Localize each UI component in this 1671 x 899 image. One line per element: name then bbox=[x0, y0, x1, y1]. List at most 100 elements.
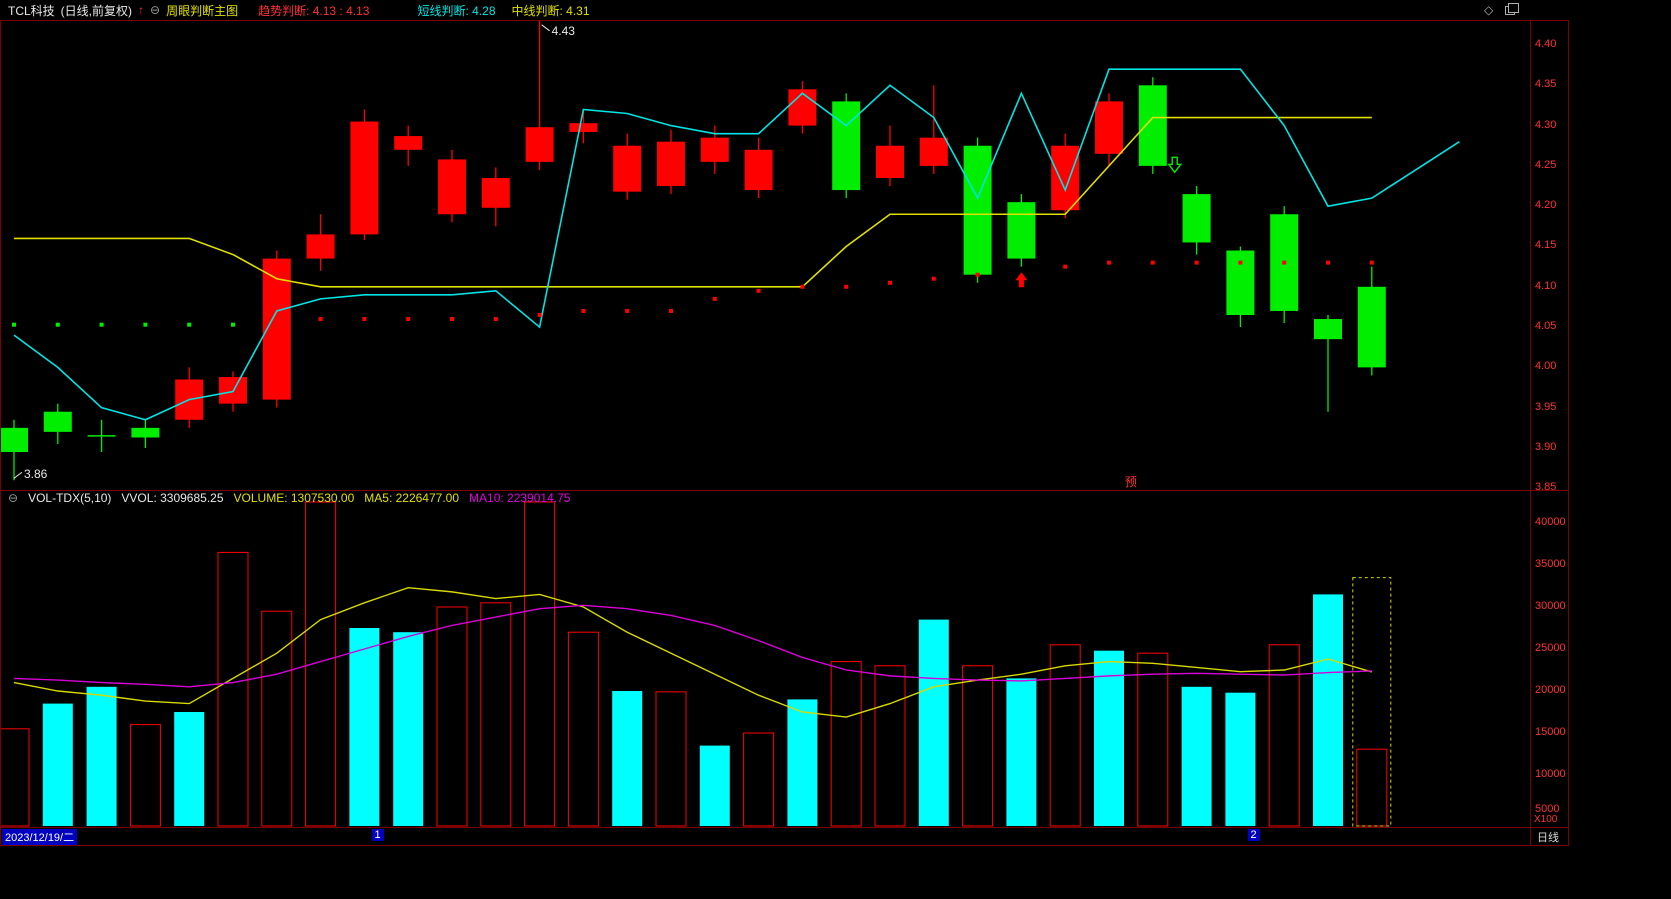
candle-body[interactable] bbox=[832, 101, 861, 191]
volume-bar-up[interactable] bbox=[655, 691, 687, 827]
candle-body[interactable] bbox=[700, 137, 729, 162]
candle-body[interactable] bbox=[131, 427, 160, 438]
volume-bar-up[interactable] bbox=[480, 602, 512, 827]
trend-dot bbox=[406, 317, 411, 322]
trend-dot bbox=[1107, 260, 1111, 265]
volume-bar-up[interactable] bbox=[1049, 644, 1081, 827]
volume-tick: 20000 bbox=[1535, 684, 1566, 696]
candle-body[interactable] bbox=[788, 89, 817, 126]
candle-body[interactable] bbox=[438, 159, 466, 215]
candle-body[interactable] bbox=[919, 137, 948, 166]
volume-bar-down[interactable] bbox=[1225, 692, 1256, 826]
volume-bar-down[interactable] bbox=[393, 632, 424, 826]
trend-dot bbox=[975, 272, 980, 277]
volume-bar-down[interactable] bbox=[349, 628, 380, 826]
window-controls: ◇ bbox=[1484, 2, 1520, 17]
price-tick: 4.10 bbox=[1535, 279, 1557, 292]
volume-bar-up[interactable] bbox=[1137, 652, 1169, 827]
volume-bar-down[interactable] bbox=[1181, 686, 1212, 826]
price-tick: 4.00 bbox=[1535, 360, 1557, 373]
candle-body[interactable] bbox=[613, 145, 642, 192]
candle-body[interactable] bbox=[1226, 250, 1255, 315]
trend-dot bbox=[187, 322, 192, 327]
restore-window-icon[interactable] bbox=[1505, 2, 1520, 15]
collapse-volume-icon[interactable]: ⊖ bbox=[8, 491, 19, 505]
volume-bar-up[interactable] bbox=[261, 610, 293, 827]
volume-bar-up[interactable] bbox=[1268, 644, 1300, 827]
trend-dot bbox=[450, 317, 454, 322]
mid-judge-text: 中线判断: 4.31 bbox=[511, 3, 590, 18]
vvol-value: VVOL: 3309685.25 bbox=[121, 491, 224, 505]
diamond-icon[interactable]: ◇ bbox=[1484, 3, 1494, 17]
trend-dot bbox=[1282, 260, 1287, 265]
trend-dot bbox=[1369, 260, 1374, 265]
volume-bar-up[interactable] bbox=[524, 501, 556, 827]
candle-body[interactable] bbox=[657, 141, 685, 187]
volume-bar-up[interactable] bbox=[743, 732, 775, 827]
candle-body[interactable] bbox=[0, 427, 28, 453]
candle-body[interactable] bbox=[744, 149, 773, 191]
candles-layer[interactable] bbox=[0, 20, 1386, 481]
volume-bar-up[interactable] bbox=[830, 661, 862, 827]
volume-indicator-name[interactable]: VOL-TDX(5,10) bbox=[28, 491, 112, 505]
trend-dot bbox=[1238, 260, 1243, 265]
price-tick: 3.90 bbox=[1535, 440, 1557, 453]
candle-body[interactable] bbox=[43, 411, 72, 432]
volume-bar-up[interactable] bbox=[129, 724, 161, 827]
volume-tick: 10000 bbox=[1535, 768, 1566, 780]
price-tick: 4.25 bbox=[1535, 158, 1557, 171]
price-tick: 3.85 bbox=[1535, 481, 1557, 494]
volume-bar-down[interactable] bbox=[787, 699, 818, 826]
stock-title[interactable]: TCL科技 bbox=[8, 3, 55, 18]
collapse-main-indicator-icon[interactable]: ⊖ bbox=[150, 3, 161, 17]
volume-bar-down[interactable] bbox=[1094, 650, 1124, 826]
candle-body[interactable] bbox=[306, 234, 335, 259]
volume-bar-down[interactable] bbox=[918, 619, 949, 826]
candle-body[interactable] bbox=[1007, 202, 1036, 259]
volume-bar-up[interactable] bbox=[874, 665, 906, 827]
volume-bar-up[interactable] bbox=[436, 606, 468, 827]
candle-body[interactable] bbox=[1182, 194, 1211, 243]
volume-bar-up[interactable] bbox=[962, 665, 994, 827]
price-tick: 4.35 bbox=[1535, 78, 1557, 91]
date-label: 2023/12/19/二 bbox=[2, 829, 78, 845]
month-marker: 2 bbox=[1247, 829, 1260, 841]
candle-body[interactable] bbox=[481, 177, 510, 208]
period-label[interactable]: 日线 bbox=[1537, 832, 1559, 844]
volume-bar-down[interactable] bbox=[699, 745, 730, 826]
volume-bar-down[interactable] bbox=[42, 703, 73, 826]
candle-body[interactable] bbox=[1314, 319, 1342, 340]
candle-body[interactable] bbox=[1051, 145, 1080, 211]
volume-bar-down[interactable] bbox=[612, 691, 643, 826]
volume-bars-layer[interactable] bbox=[0, 501, 1388, 827]
main-indicator-name[interactable]: 周眼判断主图 bbox=[166, 3, 239, 18]
month-marker: 1 bbox=[371, 829, 384, 841]
volume-unit-label: X100 bbox=[1534, 814, 1558, 825]
candle-body[interactable] bbox=[350, 121, 379, 235]
volume-bar-up[interactable] bbox=[1356, 748, 1388, 827]
candle-body[interactable] bbox=[1138, 85, 1167, 166]
volume-indicator-header: ⊖ VOL-TDX(5,10) VVOL: 3309685.25 VOLUME:… bbox=[8, 491, 580, 505]
volume-bar-up[interactable] bbox=[567, 631, 599, 827]
candle-body[interactable] bbox=[963, 145, 992, 275]
volume-bar-down[interactable] bbox=[174, 712, 205, 826]
trend-dot bbox=[493, 317, 498, 322]
time-axis-bar[interactable]: 2023/12/19/二 日线 1 2 bbox=[0, 828, 1569, 845]
candle-body[interactable] bbox=[876, 145, 904, 178]
volume-bar-up[interactable] bbox=[217, 551, 249, 827]
volume-bar-up[interactable] bbox=[0, 728, 30, 827]
volume-value: VOLUME: 1307530.00 bbox=[233, 491, 355, 505]
candle-body[interactable] bbox=[394, 136, 423, 150]
candle-body[interactable] bbox=[1357, 286, 1386, 368]
trend-dot bbox=[99, 322, 104, 327]
volume-bar-down[interactable] bbox=[1313, 594, 1343, 826]
candle-body[interactable] bbox=[1095, 101, 1123, 154]
volume-bar-down[interactable] bbox=[86, 686, 117, 826]
candle-body[interactable] bbox=[569, 123, 598, 133]
volume-bar-down[interactable] bbox=[1006, 678, 1037, 826]
volume-tick: 5000 bbox=[1535, 803, 1560, 815]
candle-body[interactable] bbox=[525, 127, 554, 162]
cursor-highlight-box bbox=[1352, 577, 1392, 827]
